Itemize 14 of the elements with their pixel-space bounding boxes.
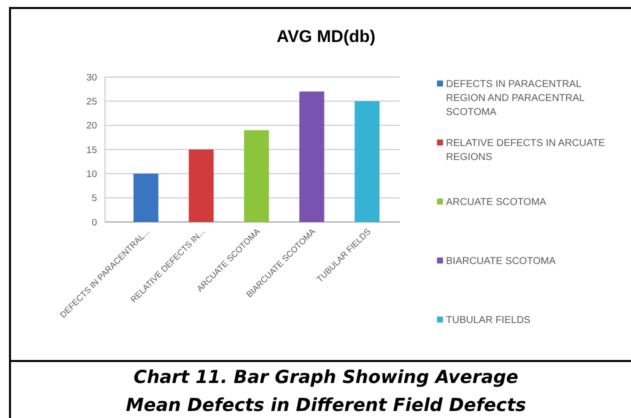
chart-title: AVG MD(db) [276,27,376,46]
y-tick-label: 0 [92,217,97,228]
y-tick-label: 30 [86,72,97,84]
y-tick-label: 15 [86,144,97,156]
legend-label: DEFECTS IN PARACENTRAL REGION AND PARACENTRAL SCOTOMA [446,79,586,118]
legend-label: TUBULAR FIELDS [446,315,531,326]
caption: Chart 11. Bar Graph Showing Average [134,367,518,388]
legend-label: ARCUATE SCOTOMA [446,197,547,208]
text: Mean Defects in Different Field Defects [126,395,526,416]
y-tick-label: 25 [86,96,97,108]
y-tick-label: 10 [86,168,97,180]
legend-label: RELATIVE DEFECTS IN ARCUATE REGIONS [446,138,606,163]
y-tick-label: 5 [92,193,97,204]
y-tick-label: 20 [86,120,97,132]
